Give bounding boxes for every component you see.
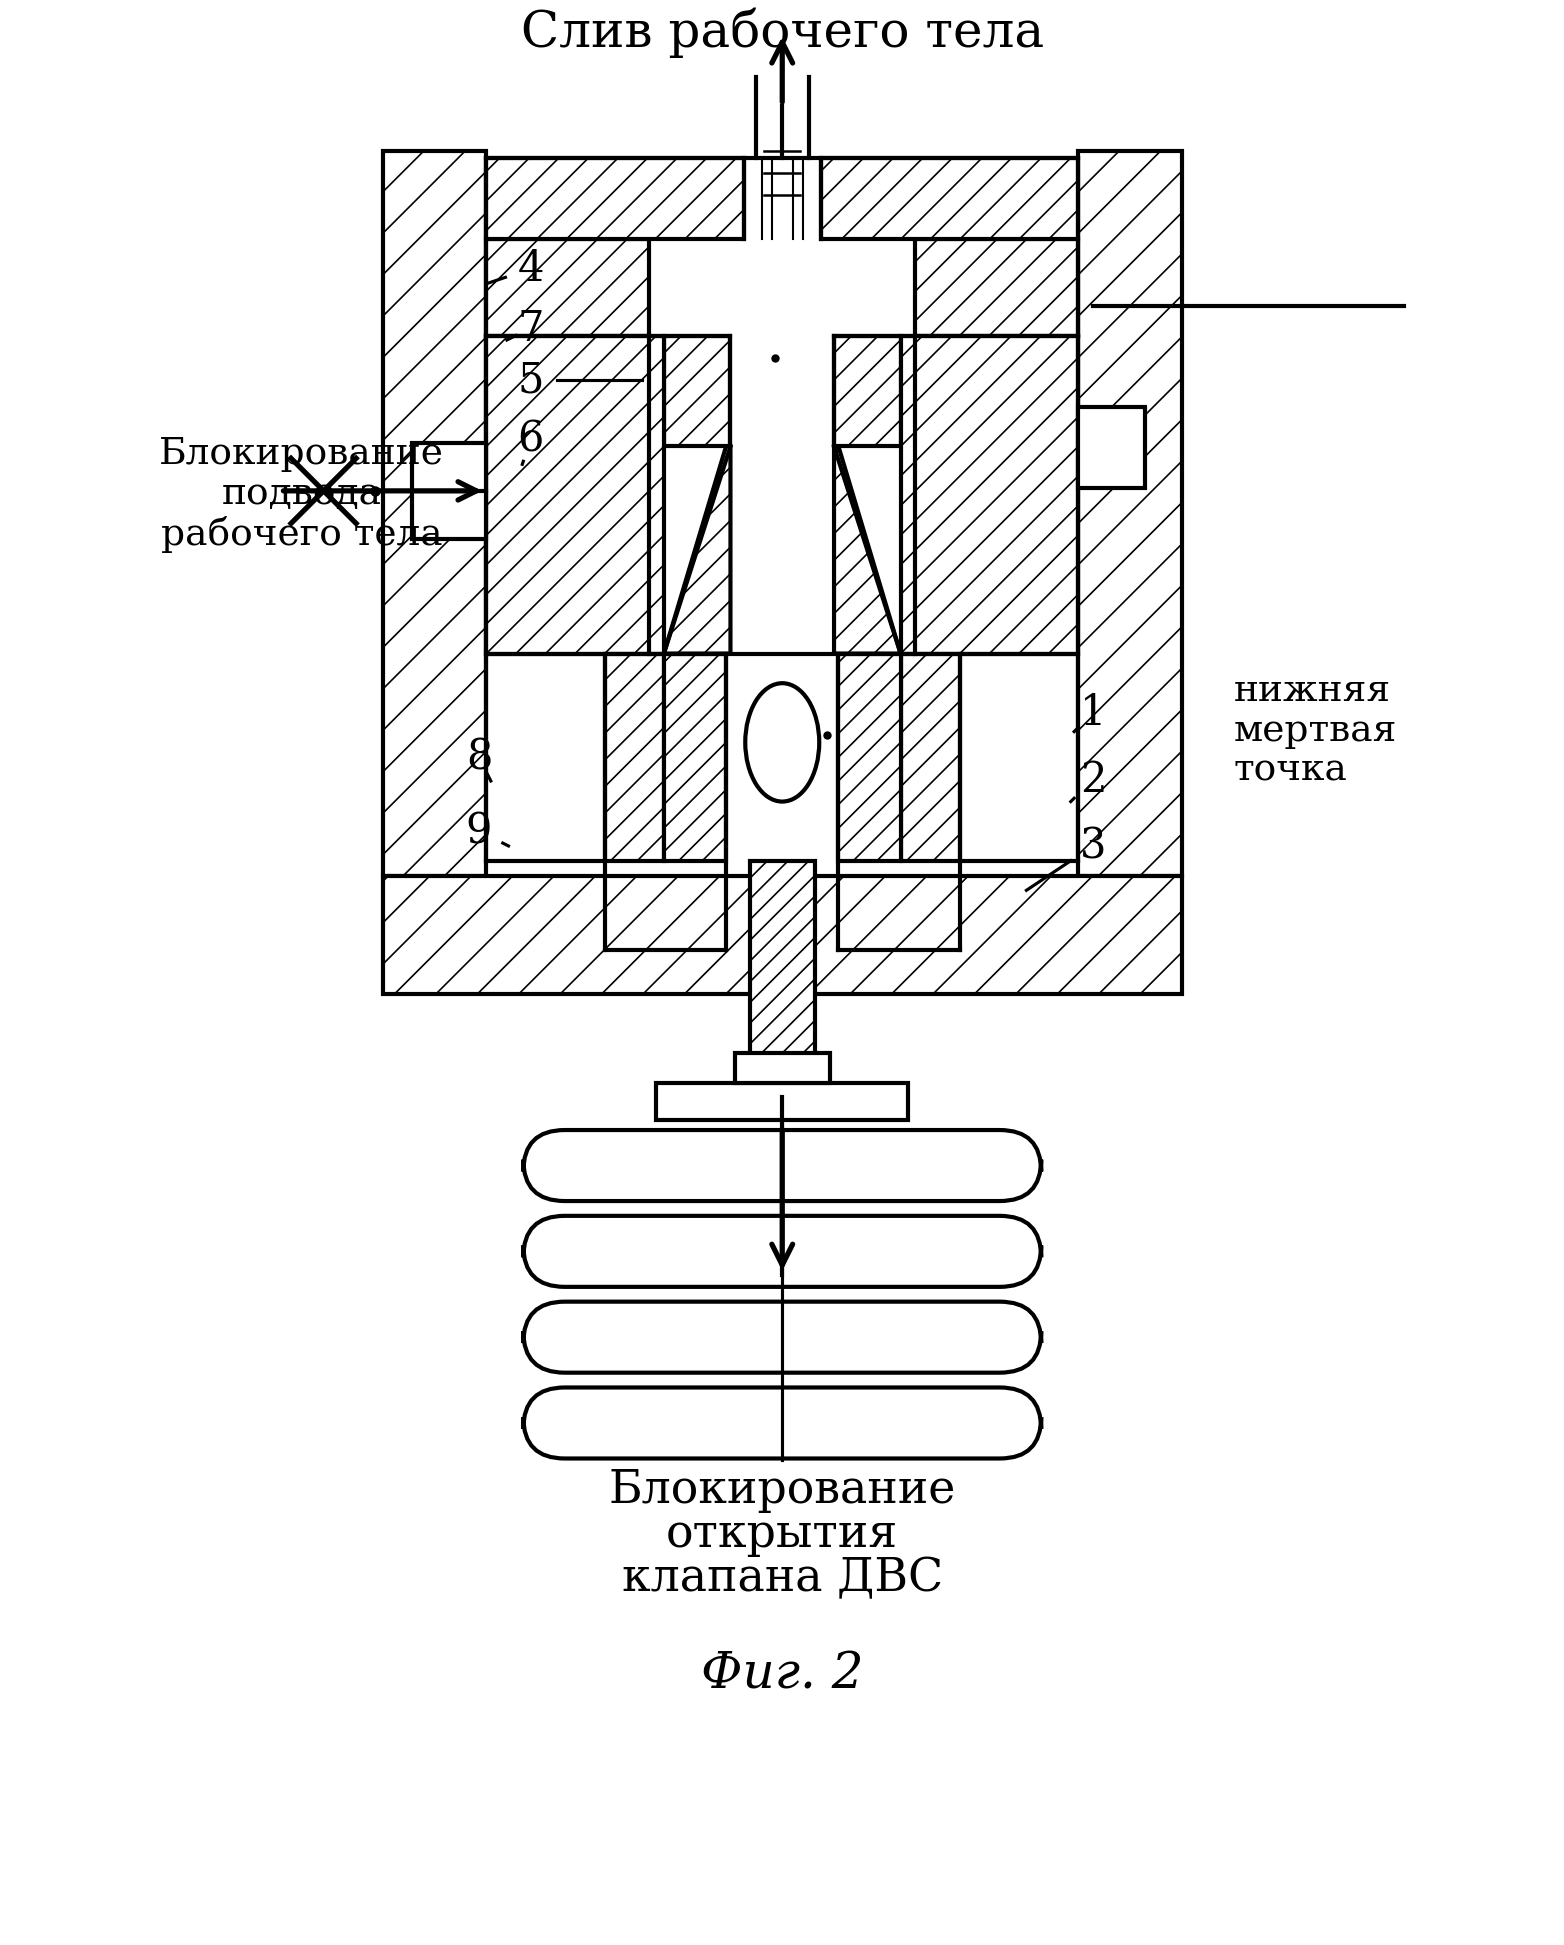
Polygon shape bbox=[605, 654, 663, 862]
Polygon shape bbox=[486, 158, 743, 239]
Polygon shape bbox=[663, 336, 730, 447]
Text: 8: 8 bbox=[466, 737, 493, 778]
Text: подвода: подвода bbox=[222, 477, 382, 512]
Text: 9: 9 bbox=[466, 811, 493, 852]
Polygon shape bbox=[901, 336, 1078, 654]
Ellipse shape bbox=[744, 683, 820, 801]
Text: 3: 3 bbox=[1079, 825, 1106, 867]
Text: открытия: открытия bbox=[666, 1511, 898, 1556]
Text: мертвая: мертвая bbox=[1232, 714, 1397, 749]
Polygon shape bbox=[834, 336, 901, 447]
Text: рабочего тела: рабочего тела bbox=[161, 515, 443, 552]
Text: точка: точка bbox=[1232, 753, 1347, 790]
Bar bbox=[657, 1083, 907, 1120]
Polygon shape bbox=[663, 447, 730, 654]
Polygon shape bbox=[915, 239, 1078, 336]
Polygon shape bbox=[1078, 152, 1181, 875]
Polygon shape bbox=[486, 336, 663, 654]
Polygon shape bbox=[749, 862, 815, 1083]
Polygon shape bbox=[383, 152, 486, 875]
Text: 1: 1 bbox=[1079, 692, 1106, 733]
Text: Фиг. 2: Фиг. 2 bbox=[701, 1649, 863, 1700]
FancyBboxPatch shape bbox=[524, 1130, 1040, 1202]
Text: 2: 2 bbox=[1079, 759, 1106, 801]
FancyBboxPatch shape bbox=[524, 1216, 1040, 1288]
Text: Блокирование: Блокирование bbox=[160, 436, 444, 473]
Text: Блокирование: Блокирование bbox=[608, 1467, 956, 1513]
Text: 5: 5 bbox=[518, 360, 544, 401]
Text: 6: 6 bbox=[518, 418, 544, 461]
FancyBboxPatch shape bbox=[524, 1301, 1040, 1373]
Polygon shape bbox=[834, 447, 901, 654]
Polygon shape bbox=[663, 654, 726, 862]
Text: 4: 4 bbox=[518, 249, 544, 290]
Polygon shape bbox=[383, 875, 1181, 994]
Text: 7: 7 bbox=[518, 307, 544, 350]
Text: клапана ДВС: клапана ДВС bbox=[621, 1556, 943, 1601]
Bar bbox=[1078, 407, 1145, 488]
Text: нижняя: нижняя bbox=[1232, 673, 1390, 708]
Polygon shape bbox=[821, 158, 1078, 239]
Polygon shape bbox=[838, 654, 901, 862]
Polygon shape bbox=[901, 654, 959, 862]
Text: Слив рабочего тела: Слив рабочего тела bbox=[521, 8, 1043, 58]
Bar bbox=[735, 1054, 829, 1083]
Polygon shape bbox=[486, 239, 649, 336]
Bar bbox=[413, 443, 486, 539]
FancyBboxPatch shape bbox=[524, 1387, 1040, 1459]
